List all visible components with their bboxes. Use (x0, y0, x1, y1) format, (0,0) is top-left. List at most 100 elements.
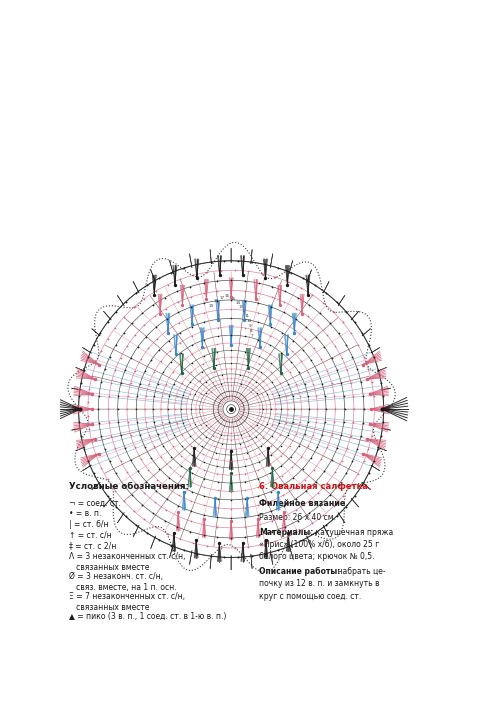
Point (199, 358, 207, 370)
Point (304, 366, 312, 377)
Point (197, 419, 204, 430)
Point (130, 302, 137, 313)
Point (280, 297, 288, 308)
Point (259, 403, 266, 415)
Point (307, 354, 315, 366)
Point (231, 542, 239, 554)
Point (138, 499, 146, 510)
Point (147, 452, 155, 464)
Point (157, 451, 165, 463)
Point (228, 345, 235, 356)
Point (241, 295, 249, 307)
Point (211, 492, 219, 504)
Point (254, 510, 262, 521)
Point (162, 504, 169, 515)
Point (377, 377, 385, 388)
Point (277, 403, 285, 415)
Point (180, 389, 187, 401)
Point (228, 351, 235, 363)
Point (203, 293, 210, 305)
Point (84, 455, 92, 467)
Point (92, 449, 100, 461)
Point (312, 475, 320, 487)
Point (343, 443, 351, 454)
Point (214, 468, 221, 480)
Point (199, 342, 206, 353)
Text: Размер: 26 х 40 см.: Размер: 26 х 40 см. (259, 513, 336, 522)
Point (377, 430, 385, 441)
Point (213, 454, 220, 465)
Point (193, 548, 201, 560)
Point (283, 348, 290, 360)
Point (166, 390, 173, 402)
Point (321, 341, 328, 353)
Point (295, 366, 302, 378)
Point (200, 342, 208, 354)
Point (174, 510, 182, 522)
Point (276, 299, 284, 310)
Point (75, 417, 83, 428)
Point (295, 441, 302, 452)
Text: «Ирис» (100% х/б), около 25 г: «Ирис» (100% х/б), около 25 г (259, 540, 379, 549)
Point (299, 462, 307, 474)
Point (228, 294, 235, 306)
Point (228, 339, 235, 350)
Point (304, 416, 312, 427)
Point (244, 441, 252, 452)
Point (241, 502, 249, 514)
Point (104, 474, 111, 486)
Point (168, 539, 175, 551)
Point (297, 525, 305, 537)
Point (177, 533, 184, 545)
Point (210, 366, 218, 378)
Point (186, 281, 194, 292)
Point (188, 458, 196, 470)
Point (155, 273, 163, 284)
Point (267, 440, 275, 451)
Point (132, 519, 140, 531)
Point (164, 403, 172, 415)
Point (155, 534, 163, 545)
Point (331, 467, 339, 478)
Point (174, 507, 182, 518)
Point (84, 410, 92, 422)
Point (280, 510, 288, 522)
Point (75, 390, 83, 401)
Point (276, 377, 284, 389)
Point (161, 515, 168, 526)
Point (296, 416, 304, 427)
Point (214, 339, 221, 350)
Point (294, 515, 301, 526)
Point (200, 519, 208, 531)
Point (304, 310, 312, 322)
Point (114, 403, 121, 415)
Point (354, 364, 361, 375)
Point (154, 474, 161, 486)
Point (203, 540, 211, 552)
Point (188, 477, 196, 489)
Point (178, 430, 186, 441)
Point (97, 462, 105, 473)
Point (165, 472, 173, 483)
Point (275, 417, 283, 429)
Point (335, 479, 342, 491)
Point (220, 255, 228, 267)
Point (281, 286, 289, 297)
Point (207, 257, 215, 268)
Point (162, 303, 169, 315)
Point (127, 429, 134, 441)
Point (173, 417, 180, 428)
Point (374, 443, 382, 454)
Point (254, 325, 262, 337)
Point (156, 462, 163, 474)
Point (241, 286, 249, 297)
Point (237, 429, 245, 441)
Point (188, 403, 195, 415)
Point (286, 440, 293, 451)
Point (349, 417, 357, 428)
Point (144, 342, 152, 354)
Point (141, 441, 149, 453)
Point (328, 353, 336, 364)
Point (169, 366, 177, 378)
Point (133, 417, 141, 428)
